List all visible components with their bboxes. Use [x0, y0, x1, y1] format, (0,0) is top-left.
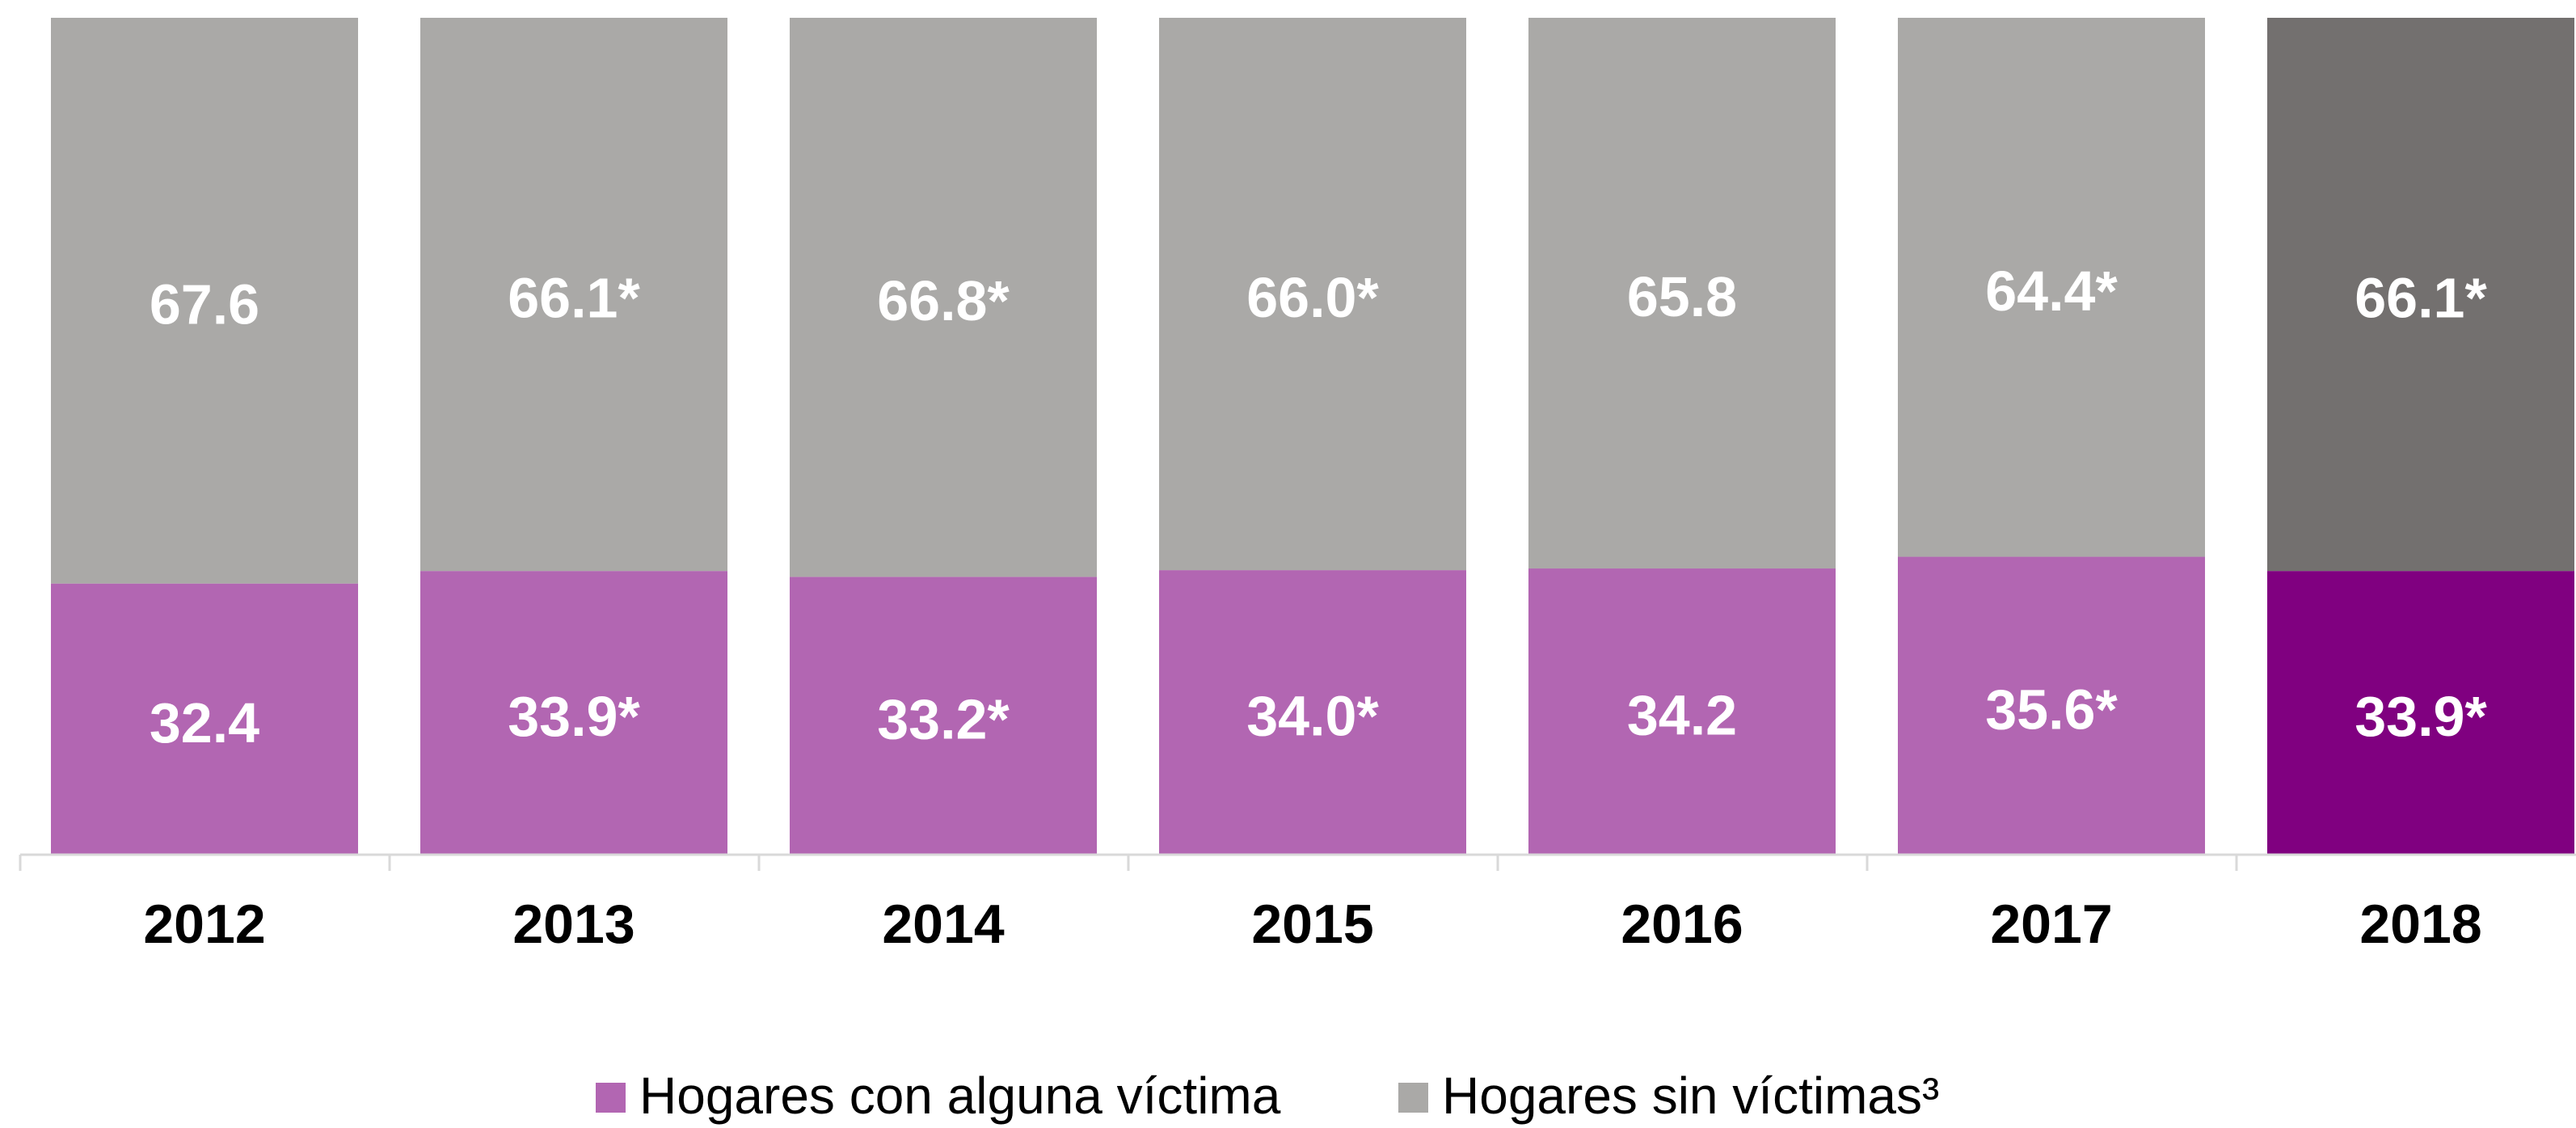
value-label: 34.0* [1246, 685, 1379, 748]
legend-swatch [596, 1083, 626, 1113]
bar-segment [790, 18, 1097, 577]
value-label: 32.4 [150, 691, 259, 754]
bar-segment [51, 18, 358, 584]
bar-segment [51, 583, 358, 855]
bar-segment [1528, 568, 1836, 855]
value-label: 35.6* [1985, 678, 2118, 741]
x-tick-label: 2015 [1251, 894, 1373, 955]
bar-segment [420, 18, 727, 572]
value-label: 34.2 [1627, 683, 1737, 746]
x-tick-label: 2018 [2359, 894, 2481, 955]
x-tick-label: 2012 [143, 894, 265, 955]
bar-segment [1528, 18, 1836, 569]
legend-label: Hogares sin víctimas³ [1442, 1067, 1939, 1125]
legend-swatch [1398, 1083, 1428, 1113]
value-label: 33.2* [877, 688, 1010, 751]
bar-segment [790, 577, 1097, 855]
bar-segment [1898, 18, 2205, 557]
value-label: 65.8 [1627, 265, 1737, 328]
x-tick-label: 2014 [882, 894, 1004, 955]
value-label: 64.4* [1985, 260, 2118, 323]
value-label: 66.0* [1246, 266, 1379, 329]
bar-segment [1159, 18, 1466, 571]
value-label: 66.1* [508, 267, 640, 330]
legend-label: Hogares con alguna víctima [639, 1067, 1281, 1125]
value-label: 33.9* [2355, 685, 2487, 748]
x-tick-label: 2013 [512, 894, 635, 955]
value-label: 33.9* [508, 685, 640, 748]
x-tick-label: 2016 [1621, 894, 1743, 955]
bar-segment [2267, 18, 2574, 572]
value-label: 67.6 [150, 272, 259, 336]
bar-segment [1898, 556, 2205, 855]
value-label: 66.1* [2355, 267, 2487, 330]
bar-segment [1159, 570, 1466, 855]
x-tick-label: 2017 [1990, 894, 2112, 955]
value-label: 66.8* [877, 269, 1010, 332]
bar-segment [2267, 571, 2574, 855]
bar-segment [420, 571, 727, 855]
